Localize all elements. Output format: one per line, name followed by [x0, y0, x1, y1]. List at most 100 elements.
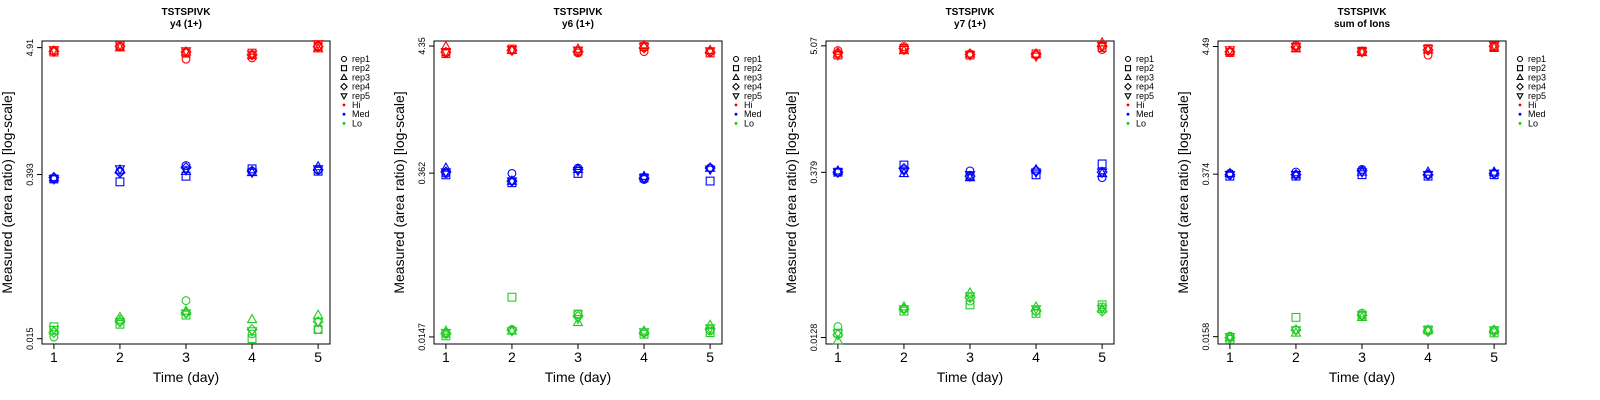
y-tick-label: 0.015 — [25, 327, 35, 350]
data-point-med-rep5 — [704, 165, 716, 176]
legend-item: rep2 — [1124, 63, 1154, 73]
x-tick-label: 5 — [706, 349, 714, 365]
plot-frame — [825, 40, 1115, 345]
data-point-med-rep5 — [638, 174, 650, 184]
data-point-hi-rep3 — [440, 40, 452, 51]
legend-label: rep5 — [352, 91, 370, 101]
legend-marker-rep4 — [1124, 82, 1132, 91]
data-point-hi-rep5 — [246, 50, 258, 61]
legend-item: Lo — [734, 118, 754, 128]
data-point-lo-rep3 — [964, 286, 976, 297]
legend-marker-lo — [342, 122, 346, 125]
data-point-med-rep5 — [898, 167, 910, 177]
legend-item: Med — [342, 109, 370, 119]
data-point-lo-rep5 — [898, 305, 910, 315]
data-point-lo-rep5 — [832, 329, 844, 340]
data-point-lo-rep5 — [1488, 326, 1500, 336]
legend-marker-hi — [342, 103, 346, 107]
data-point-hi-rep5 — [898, 45, 910, 56]
data-point-hi-rep5 — [1290, 42, 1302, 53]
x-tick-label: 1 — [50, 349, 58, 365]
legend-label: rep4 — [1528, 82, 1546, 92]
y-tick-label: 5.07 — [809, 37, 819, 55]
data-point-lo-rep3 — [572, 316, 584, 327]
data-point-lo-rep5 — [1030, 305, 1042, 315]
data-point-lo-rep4 — [48, 326, 60, 339]
legend-marker-rep4 — [1516, 82, 1524, 91]
data-point-hi-rep5 — [1030, 52, 1042, 63]
legend-item: Med — [1126, 109, 1154, 119]
data-point-lo-rep5 — [1096, 305, 1108, 315]
data-point-med-rep3 — [440, 162, 452, 172]
data-point-med-rep5 — [1224, 171, 1236, 181]
data-point-lo-rep5 — [704, 324, 716, 335]
x-tick-label: 2 — [508, 349, 516, 365]
legend-label: Hi — [744, 100, 753, 110]
legend-item: rep4 — [340, 82, 370, 92]
data-point-hi-rep5 — [1488, 41, 1500, 52]
legend-item: rep5 — [1124, 91, 1154, 101]
data-point-lo-rep5 — [440, 328, 452, 339]
data-point-lo-rep4 — [572, 310, 584, 322]
x-axis-label: Time (day) — [937, 369, 1003, 385]
data-point-lo-rep1 — [247, 329, 257, 339]
data-point-hi-rep5 — [638, 42, 650, 53]
data-point-lo-rep3 — [704, 319, 716, 329]
legend-label: rep2 — [744, 63, 762, 73]
data-point-lo-rep5 — [114, 318, 126, 328]
legend-marker-hi — [1126, 103, 1130, 107]
data-point-lo-rep5 — [1422, 326, 1434, 336]
x-tick-label: 4 — [1032, 349, 1040, 365]
legend-label: rep1 — [1528, 54, 1546, 64]
data-point-med-rep5 — [964, 171, 976, 181]
data-point-med-rep5 — [1096, 168, 1108, 179]
y-axis-label: Measured (area ratio) [log-scale] — [783, 91, 799, 293]
data-point-lo-rep5 — [572, 315, 584, 325]
data-point-med-rep5 — [114, 165, 126, 175]
data-point-med-rep5 — [48, 175, 60, 185]
legend-item: rep3 — [1516, 72, 1546, 82]
y-axis-label: Measured (area ratio) [log-scale] — [0, 91, 15, 293]
data-point-hi-rep5 — [114, 41, 126, 51]
data-point-med-rep4 — [180, 162, 192, 174]
y-tick-label: 4.49 — [1201, 38, 1211, 56]
data-point-hi-rep5 — [1422, 45, 1434, 55]
legend-item: rep4 — [732, 82, 762, 92]
legend-marker-lo — [1518, 122, 1522, 125]
x-tick-label: 3 — [182, 349, 190, 365]
legend-label: rep1 — [1136, 54, 1154, 64]
legend-label: rep5 — [1528, 91, 1546, 101]
x-tick-label: 5 — [1490, 349, 1498, 365]
data-point-lo-rep5 — [1224, 333, 1236, 343]
legend-marker-rep3 — [340, 73, 348, 80]
legend-marker-rep1 — [340, 55, 348, 63]
chart-title: TSTSPIVK — [1338, 7, 1388, 18]
data-point-lo-rep2 — [1097, 300, 1107, 310]
data-point-hi-rep3 — [572, 43, 584, 53]
y-axis-label: Measured (area ratio) [log-scale] — [391, 91, 407, 293]
data-points — [440, 39, 716, 341]
legend-marker-hi — [734, 103, 738, 107]
data-point-hi-rep4 — [312, 41, 324, 53]
data-point-hi-rep3 — [964, 47, 976, 58]
legend-marker-med — [1518, 112, 1522, 116]
data-point-med-rep5 — [312, 165, 324, 175]
data-point-med-rep2 — [115, 177, 125, 187]
data-point-hi-rep5 — [180, 47, 192, 57]
legend-item: Hi — [1518, 100, 1537, 110]
data-point-hi-rep4 — [832, 47, 844, 59]
legend-label: Hi — [352, 100, 361, 110]
data-point-lo-rep2 — [1291, 312, 1301, 322]
legend-item: rep4 — [1516, 82, 1546, 92]
legend-marker-rep4 — [340, 82, 348, 91]
data-point-lo-rep5 — [246, 327, 258, 337]
legend-marker-rep4 — [732, 82, 740, 91]
x-tick-label: 4 — [640, 349, 648, 365]
x-tick-label: 5 — [1098, 349, 1106, 365]
data-point-hi-rep5 — [704, 47, 716, 57]
data-point-med-rep1 — [507, 168, 517, 178]
legend-label: Hi — [1528, 100, 1537, 110]
